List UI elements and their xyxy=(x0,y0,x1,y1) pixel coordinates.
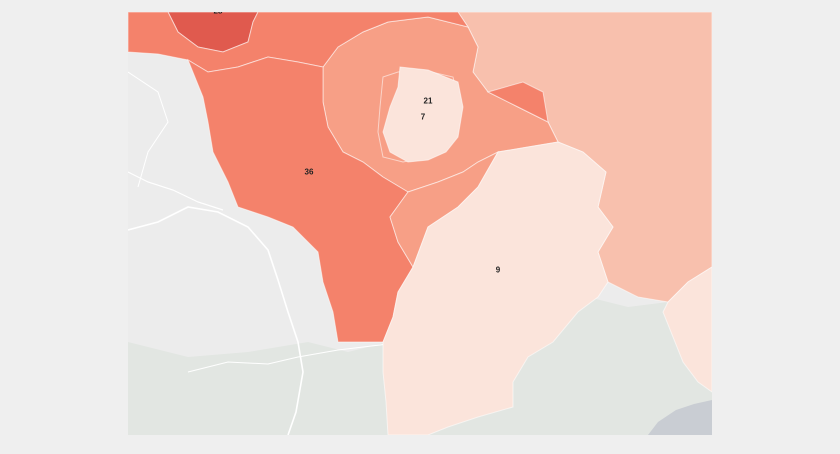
road xyxy=(128,206,304,435)
road xyxy=(128,171,224,211)
region-label-9: 9 xyxy=(495,265,501,275)
region-label-7: 7 xyxy=(420,112,426,122)
lake xyxy=(648,400,712,435)
region-label-top-left: 28 xyxy=(214,12,223,16)
region-label-36: 36 xyxy=(304,167,314,177)
region-7[interactable] xyxy=(382,66,464,163)
road xyxy=(128,71,169,188)
region-9[interactable] xyxy=(382,141,614,435)
region-label-21: 21 xyxy=(423,96,433,106)
choropleth-map[interactable] xyxy=(128,12,712,435)
road xyxy=(187,343,389,373)
map-viewport[interactable]: 28 36 21 7 9 xyxy=(128,12,712,435)
region-lightest-southeast[interactable] xyxy=(662,266,712,393)
region-mid-east-small[interactable] xyxy=(486,81,549,123)
